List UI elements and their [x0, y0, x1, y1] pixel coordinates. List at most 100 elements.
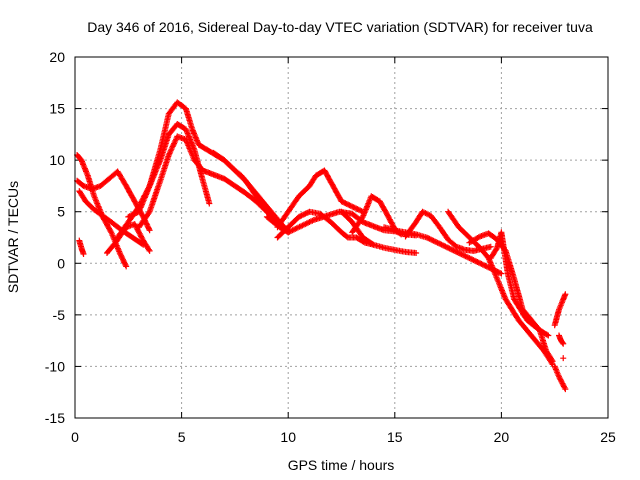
data-points-segment: [338, 208, 355, 224]
data-points-segment: [165, 134, 180, 158]
data-points-segment: [445, 208, 461, 229]
data-points-segment: [317, 210, 333, 225]
data-point: [206, 200, 213, 207]
y-tick-label: 10: [49, 152, 65, 168]
x-axis-label: GPS time / hours: [288, 457, 395, 473]
data-points-segment: [182, 136, 197, 162]
data-points-segment: [502, 296, 515, 312]
data-points-segment: [359, 194, 374, 220]
data-points-segment: [391, 246, 407, 255]
data-points-segment: [536, 327, 549, 353]
data-points-segment: [116, 250, 129, 268]
data-points-segment: [253, 193, 269, 214]
data-points-segment: [327, 219, 344, 235]
x-tick-label: 25: [600, 429, 616, 445]
data-points-segment: [445, 244, 461, 256]
plot-frame: [74, 56, 609, 419]
data-points-segment: [477, 244, 491, 260]
data-points-segment: [136, 210, 152, 231]
data-points-segment: [195, 141, 209, 153]
data-points-segment: [242, 190, 258, 204]
data-points-segment: [359, 234, 376, 247]
data-points-segment: [174, 121, 188, 132]
grid: [75, 57, 608, 418]
data-points-segment: [560, 382, 568, 391]
data-points-segment: [231, 182, 248, 196]
series-arc-20: [551, 291, 569, 329]
data-point: [146, 247, 153, 254]
data-points-segment: [349, 203, 365, 215]
y-axis-label: SDTVAR / TECUs: [5, 181, 21, 293]
data-points-segment: [231, 167, 248, 183]
data-points-segment: [263, 213, 282, 230]
data-points-segment: [517, 306, 530, 322]
data-points-segment: [76, 188, 88, 204]
x-tick-label: 5: [178, 429, 186, 445]
data-point: [80, 251, 87, 258]
data-points-segment: [182, 126, 197, 152]
data-point: [146, 227, 153, 234]
data-points: [74, 99, 569, 393]
data-points-segment: [455, 224, 472, 240]
data-points-segment: [91, 206, 105, 218]
data-points-segment: [221, 157, 237, 173]
x-tick-label: 0: [71, 429, 79, 445]
data-points-segment: [182, 105, 195, 131]
data-point: [549, 358, 556, 365]
data-points-segment: [199, 177, 212, 205]
data-points-segment: [494, 275, 509, 301]
data-points-segment: [466, 234, 482, 246]
data-points-segment: [487, 246, 500, 262]
data-points-segment: [485, 230, 499, 242]
series-arc-16: [381, 224, 505, 277]
data-points-segment: [285, 194, 301, 215]
data-points-segment: [530, 322, 542, 333]
data-points-segment: [189, 126, 202, 147]
series-arc-23: [560, 355, 567, 362]
data-points-segment: [436, 224, 451, 242]
y-tick-label: 15: [49, 101, 65, 117]
data-points-segment: [338, 198, 354, 209]
series-arc-22: [556, 332, 567, 347]
data-point: [545, 332, 552, 339]
data-points-segment: [338, 229, 350, 240]
data-points-segment: [74, 152, 84, 163]
data-points-segment: [551, 308, 562, 329]
data-points-segment: [428, 212, 442, 229]
data-points-segment: [129, 234, 145, 247]
data-points-segment: [242, 177, 259, 198]
data-points-segment: [210, 149, 227, 163]
data-points-segment: [263, 208, 280, 224]
data-points-segment: [125, 209, 141, 220]
data-points-segment: [321, 167, 336, 188]
data-points-segment: [295, 184, 312, 200]
data-points-segment: [263, 203, 278, 219]
data-points-segment: [146, 179, 163, 215]
data-points-segment: [515, 317, 529, 333]
data-point: [487, 243, 494, 250]
data-points-segment: [136, 184, 152, 215]
data-point: [560, 340, 567, 347]
series-arc-3: [76, 237, 87, 258]
data-points-segment: [509, 306, 521, 322]
data-points-segment: [330, 182, 344, 204]
data-points-segment: [402, 248, 418, 256]
data-points-segment: [376, 198, 391, 219]
data-points-segment: [114, 220, 131, 241]
data-points-segment: [298, 217, 316, 230]
x-tick-label: 15: [387, 429, 403, 445]
data-points-segment: [498, 229, 511, 276]
data-points-segment: [511, 296, 523, 312]
y-tick-label: 20: [49, 49, 65, 65]
series-arc-19: [487, 229, 556, 365]
data-point: [560, 355, 567, 362]
data-points-segment: [97, 176, 111, 189]
data-points-segment: [368, 193, 382, 204]
data-points-segment: [82, 198, 97, 212]
data-point: [413, 249, 420, 256]
data-points-segment: [466, 255, 482, 266]
series-arc-13: [338, 208, 420, 256]
y-tick-label: -15: [45, 410, 65, 426]
data-points-segment: [543, 348, 555, 363]
